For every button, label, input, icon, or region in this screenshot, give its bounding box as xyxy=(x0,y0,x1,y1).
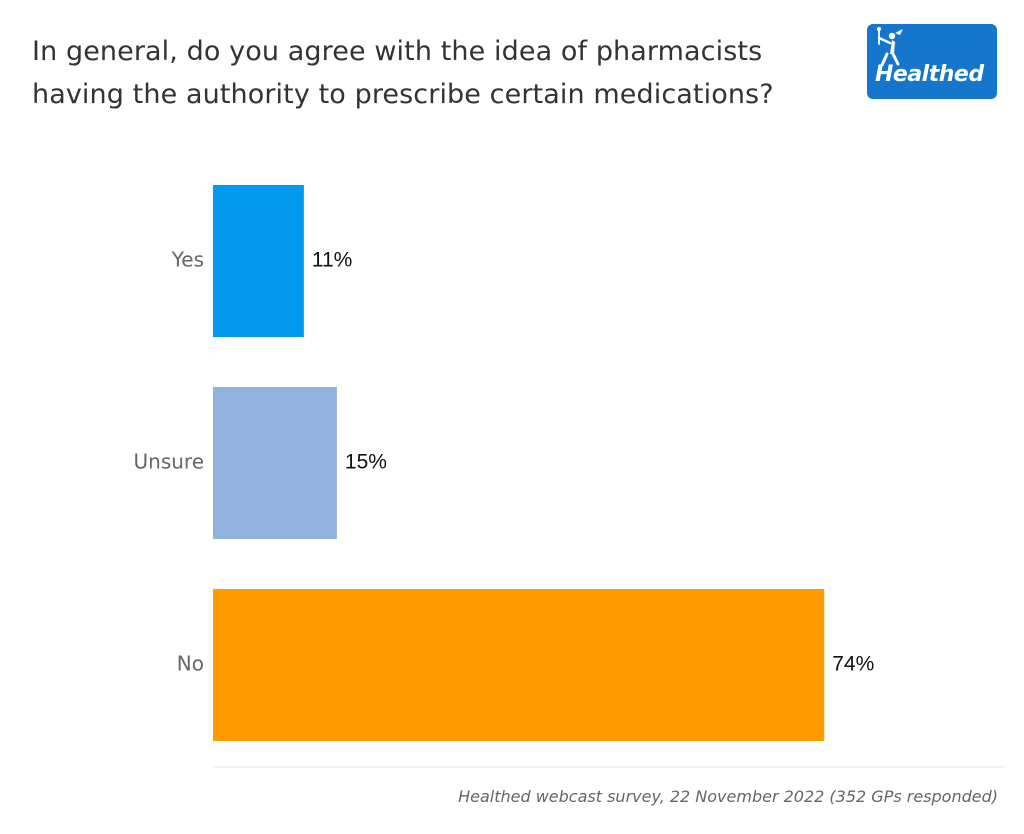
bar-no xyxy=(213,589,825,741)
category-label-yes: Yes xyxy=(171,248,204,272)
bar-yes xyxy=(213,185,304,337)
source-note: Healthed webcast survey, 22 November 202… xyxy=(458,787,998,806)
category-label-no: No xyxy=(177,652,204,676)
bars-layer: Yes 11% Unsure 15% No 74% xyxy=(134,185,874,741)
logo-text: Healthed xyxy=(875,62,984,87)
value-label-unsure: 15% xyxy=(345,451,387,474)
chart-title: In general, do you agree with the idea o… xyxy=(32,30,832,116)
chart-title-line-1: In general, do you agree with the idea o… xyxy=(32,36,763,67)
category-label-unsure: Unsure xyxy=(134,450,205,474)
chart-title-line-2: having the authority to prescribe certai… xyxy=(32,79,774,110)
hermes-figure-icon xyxy=(877,27,903,67)
value-label-yes: 11% xyxy=(312,249,352,272)
healthed-logo: Healthed xyxy=(867,24,997,99)
bar-unsure xyxy=(213,387,337,539)
value-label-no: 74% xyxy=(832,653,874,676)
